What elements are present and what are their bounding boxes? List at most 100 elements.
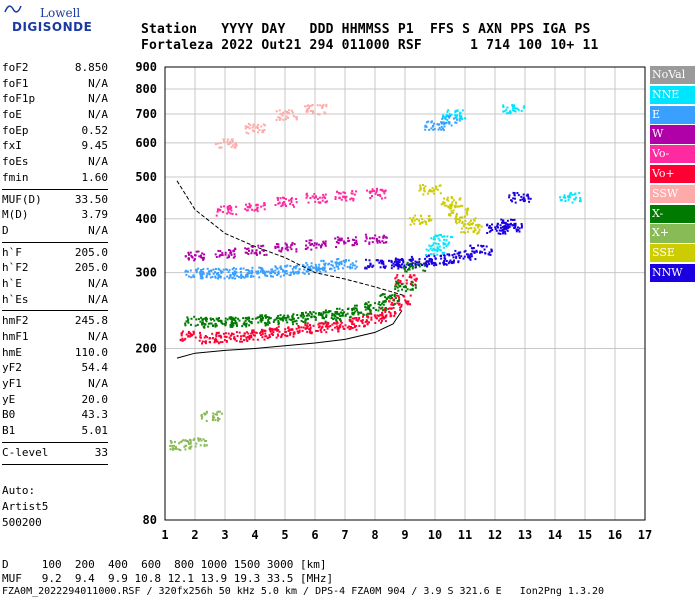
- data-point: [442, 246, 445, 249]
- data-point: [285, 270, 288, 272]
- data-point: [394, 283, 397, 286]
- param-value: N/A: [88, 377, 108, 391]
- data-point: [425, 263, 427, 266]
- data-point: [218, 268, 221, 271]
- data-point: [384, 311, 387, 313]
- data-point: [388, 300, 391, 303]
- data-point: [282, 118, 285, 121]
- data-point: [217, 417, 219, 419]
- data-point: [343, 328, 346, 330]
- data-point: [272, 328, 275, 331]
- data-point: [314, 318, 317, 321]
- data-point: [249, 124, 252, 127]
- data-point: [323, 267, 326, 269]
- data-point: [337, 239, 340, 242]
- param-value: 3.79: [81, 208, 109, 222]
- data-point: [337, 262, 340, 265]
- data-point: [568, 194, 571, 197]
- data-point: [340, 237, 343, 240]
- data-point: [523, 105, 526, 108]
- data-point: [439, 254, 442, 257]
- data-point: [499, 224, 502, 227]
- data-point: [418, 219, 420, 222]
- data-point: [371, 237, 374, 240]
- data-point: [335, 246, 338, 248]
- data-point: [264, 329, 267, 332]
- data-point: [319, 104, 322, 107]
- data-point: [263, 338, 266, 341]
- param-key: h`Es: [2, 292, 29, 306]
- data-point: [225, 335, 228, 338]
- data-point: [567, 196, 570, 199]
- data-point: [295, 265, 298, 268]
- data-point: [217, 320, 220, 323]
- data-point: [175, 446, 177, 449]
- data-point: [184, 448, 187, 451]
- param-key: MUF(D): [2, 192, 42, 206]
- data-point: [438, 245, 441, 248]
- data-point: [245, 251, 248, 254]
- data-point: [390, 295, 392, 298]
- data-point: [314, 312, 317, 315]
- data-point: [447, 109, 450, 112]
- data-point: [394, 288, 397, 291]
- data-point: [302, 316, 305, 319]
- data-point: [325, 331, 328, 334]
- data-point: [357, 318, 360, 321]
- data-point: [510, 199, 513, 202]
- data-point: [374, 192, 377, 195]
- data-point: [396, 261, 399, 264]
- data-point: [231, 276, 234, 279]
- data-point: [215, 214, 218, 217]
- data-point: [351, 262, 354, 265]
- data-point: [206, 267, 209, 270]
- data-point: [287, 315, 290, 318]
- data-point: [259, 314, 262, 317]
- artist-version: Artist5: [2, 500, 49, 513]
- data-point: [288, 274, 291, 277]
- data-point: [277, 323, 280, 326]
- data-point: [224, 253, 227, 256]
- data-point: [290, 201, 293, 204]
- data-point: [441, 202, 444, 205]
- data-point: [304, 327, 307, 330]
- data-point: [569, 192, 572, 195]
- data-point: [454, 114, 457, 116]
- data-point: [261, 333, 264, 336]
- data-point: [242, 317, 245, 320]
- data-point: [343, 240, 345, 243]
- data-point: [337, 242, 340, 245]
- data-point: [305, 244, 307, 247]
- data-point: [376, 314, 379, 317]
- data-point: [503, 225, 505, 228]
- data-point: [334, 315, 337, 318]
- data-point: [351, 317, 354, 320]
- data-point: [320, 246, 322, 249]
- data-point: [523, 199, 526, 202]
- data-point: [567, 198, 570, 201]
- data-point: [278, 249, 281, 252]
- data-point: [573, 193, 576, 196]
- data-point: [381, 302, 384, 305]
- data-point: [448, 113, 451, 116]
- data-point: [285, 115, 288, 118]
- data-point: [444, 117, 447, 120]
- data-point: [246, 318, 249, 321]
- data-point: [306, 194, 309, 197]
- data-point: [405, 279, 408, 282]
- data-point: [467, 230, 470, 233]
- data-point: [331, 264, 334, 267]
- data-point: [349, 327, 352, 330]
- data-point: [219, 254, 221, 257]
- data-point: [199, 273, 202, 276]
- data-point: [396, 274, 399, 277]
- data-point: [445, 204, 448, 207]
- data-point: [325, 105, 328, 108]
- data-point: [286, 316, 289, 319]
- data-point: [405, 263, 408, 266]
- data-point: [280, 205, 283, 208]
- data-point: [496, 224, 499, 227]
- data-point: [404, 270, 407, 273]
- data-point: [513, 110, 516, 112]
- data-point: [260, 125, 263, 128]
